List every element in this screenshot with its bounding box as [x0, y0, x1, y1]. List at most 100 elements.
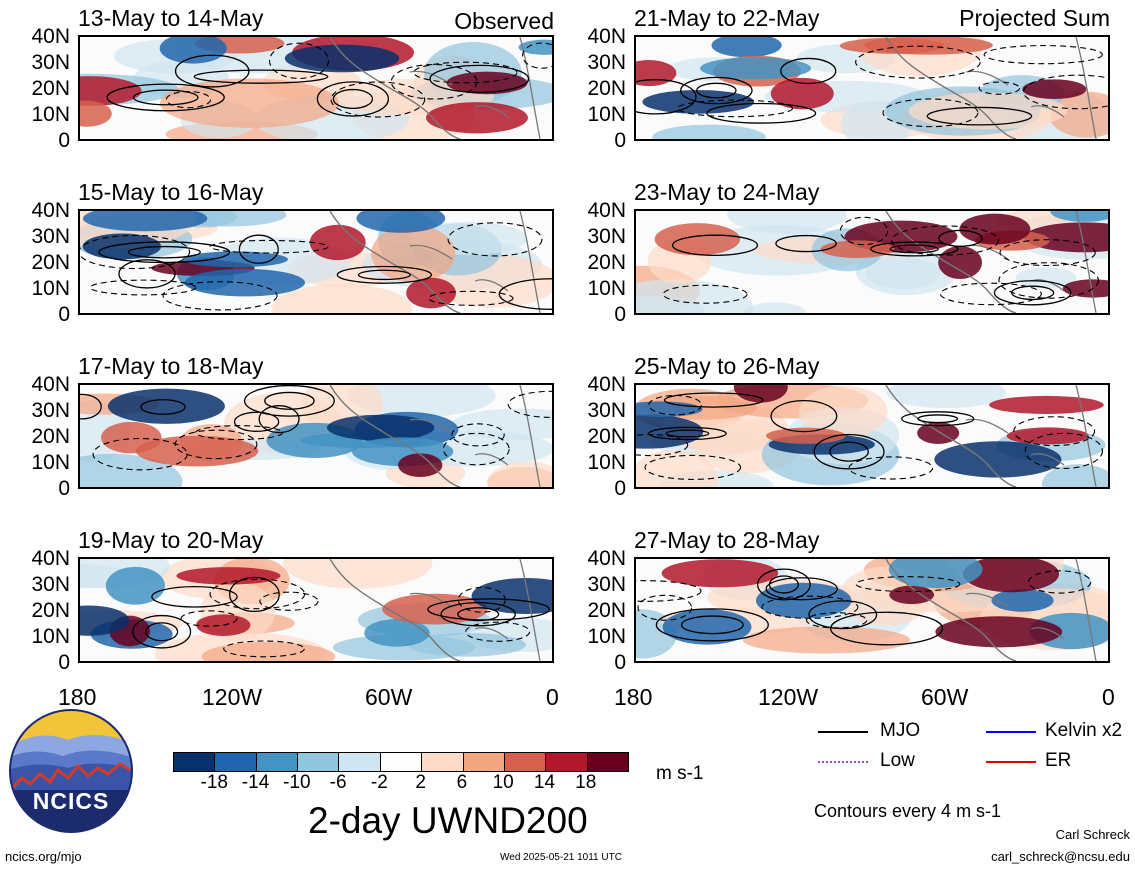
anomaly-core: [770, 77, 834, 110]
panel-title-proj-4: 27-May to 28-May: [634, 527, 820, 553]
colorbar-swatch: [297, 753, 339, 771]
panel-title-obs-2: 15-May to 16-May: [78, 179, 264, 205]
anomaly-patch: [636, 295, 706, 313]
contour-positive: [332, 88, 374, 110]
lat-tick: 30N: [587, 225, 626, 248]
colorbar-tick: -2: [370, 772, 388, 793]
anomaly-core: [711, 37, 782, 58]
uwnd-field: [80, 211, 552, 313]
contour-positive: [680, 615, 744, 635]
legend-line-er: [986, 761, 1036, 763]
panel-title-proj-2: 23-May to 24-May: [634, 179, 820, 205]
contour-positive: [118, 259, 176, 289]
legend-line-kelvin: [986, 731, 1036, 733]
lat-tick: 40N: [31, 199, 70, 222]
contour-negative: [223, 640, 305, 658]
colorbar-swatch: [214, 753, 256, 771]
anomaly-core: [80, 100, 112, 127]
coastline: [329, 559, 461, 661]
coastline: [329, 385, 461, 487]
anomaly-core: [398, 453, 443, 477]
uwnd-field: [80, 559, 552, 661]
anomaly-core: [1006, 427, 1089, 445]
contour-positive: [775, 234, 837, 253]
contour-negative: [442, 432, 510, 466]
contour-positive: [457, 607, 500, 622]
lat-tick: 0: [614, 303, 626, 326]
contour-positive: [427, 598, 551, 621]
lon-tick: 60W: [921, 684, 969, 710]
anomaly-core: [1050, 211, 1108, 222]
contour-negative: [428, 290, 514, 306]
coastline: [409, 244, 509, 292]
coastline: [1075, 211, 1097, 313]
contour-negative: [761, 595, 859, 619]
anomaly-core: [184, 268, 305, 297]
coastline: [329, 37, 461, 139]
anomaly-core: [1022, 79, 1087, 100]
lon-tick: 0: [546, 684, 559, 710]
legend-label-kelvin: Kelvin x2: [1045, 720, 1123, 741]
contour-positive: [813, 433, 885, 470]
lat-tick: 0: [614, 477, 626, 500]
contour-negative: [457, 586, 506, 613]
contour-positive: [917, 414, 959, 424]
colorbar-swatch: [379, 753, 422, 771]
contour-positive: [765, 577, 838, 601]
contour-positive: [756, 568, 811, 601]
anomaly-core: [518, 39, 552, 55]
site-link[interactable]: ncics.org/mjo: [5, 849, 82, 864]
anomaly-core: [963, 559, 1060, 593]
contour-negative: [1028, 570, 1092, 594]
colorbar-tick: -14: [241, 772, 270, 793]
contour-positive: [336, 265, 433, 284]
contour-negative: [636, 433, 689, 457]
anomaly-core: [938, 246, 983, 280]
contour-positive: [193, 69, 329, 84]
units-label: m s-1: [656, 763, 704, 784]
coastline: [885, 385, 1017, 487]
anomaly-patch: [1015, 267, 1077, 289]
contour-positive: [106, 83, 225, 112]
colorbar-tick: 2: [415, 772, 426, 793]
anomaly-patch: [886, 385, 1007, 408]
anomaly-patch: [1042, 464, 1108, 487]
contour-negative: [268, 42, 330, 79]
coastline: [409, 418, 509, 466]
lat-tick: 10N: [31, 451, 70, 474]
anomaly-core: [765, 427, 846, 444]
contour-positive: [706, 102, 817, 124]
contour-positive: [663, 392, 764, 408]
contour-positive: [648, 426, 727, 441]
anomaly-core: [364, 619, 430, 647]
contour-negative: [507, 390, 552, 418]
colorbar-tick: 10: [492, 772, 514, 793]
author-name: Carl Schreck: [1055, 827, 1130, 842]
contour-positive: [829, 611, 944, 646]
colorbar-swatch: [545, 753, 587, 771]
colorbar-swatch: [174, 753, 215, 771]
contour-negative: [983, 45, 1103, 65]
anomaly-patch: [636, 450, 718, 487]
anomaly-patch: [371, 224, 456, 283]
contour-positive: [498, 278, 552, 310]
contour-positive: [808, 600, 878, 630]
colorbar-tick: -10: [283, 772, 311, 793]
contour-positive: [926, 106, 1033, 126]
anomaly-core: [356, 211, 446, 233]
lat-tick: 40N: [587, 25, 626, 48]
anomaly-core: [426, 102, 528, 134]
lat-tick: 20N: [31, 77, 70, 100]
lat-tick: 40N: [31, 547, 70, 570]
contour-positive: [440, 601, 516, 627]
ncics-logo: [9, 709, 133, 833]
lat-tick: 10N: [587, 451, 626, 474]
uwnd-field: [636, 37, 1108, 139]
projected-sum-label: Projected Sum: [959, 5, 1110, 31]
contour-negative: [855, 576, 961, 593]
contour-positive: [993, 280, 1072, 306]
anomaly-core: [135, 435, 259, 467]
uwnd-field: [80, 385, 552, 487]
contour-positive: [264, 391, 315, 410]
colorbar-tick: 14: [533, 772, 556, 793]
